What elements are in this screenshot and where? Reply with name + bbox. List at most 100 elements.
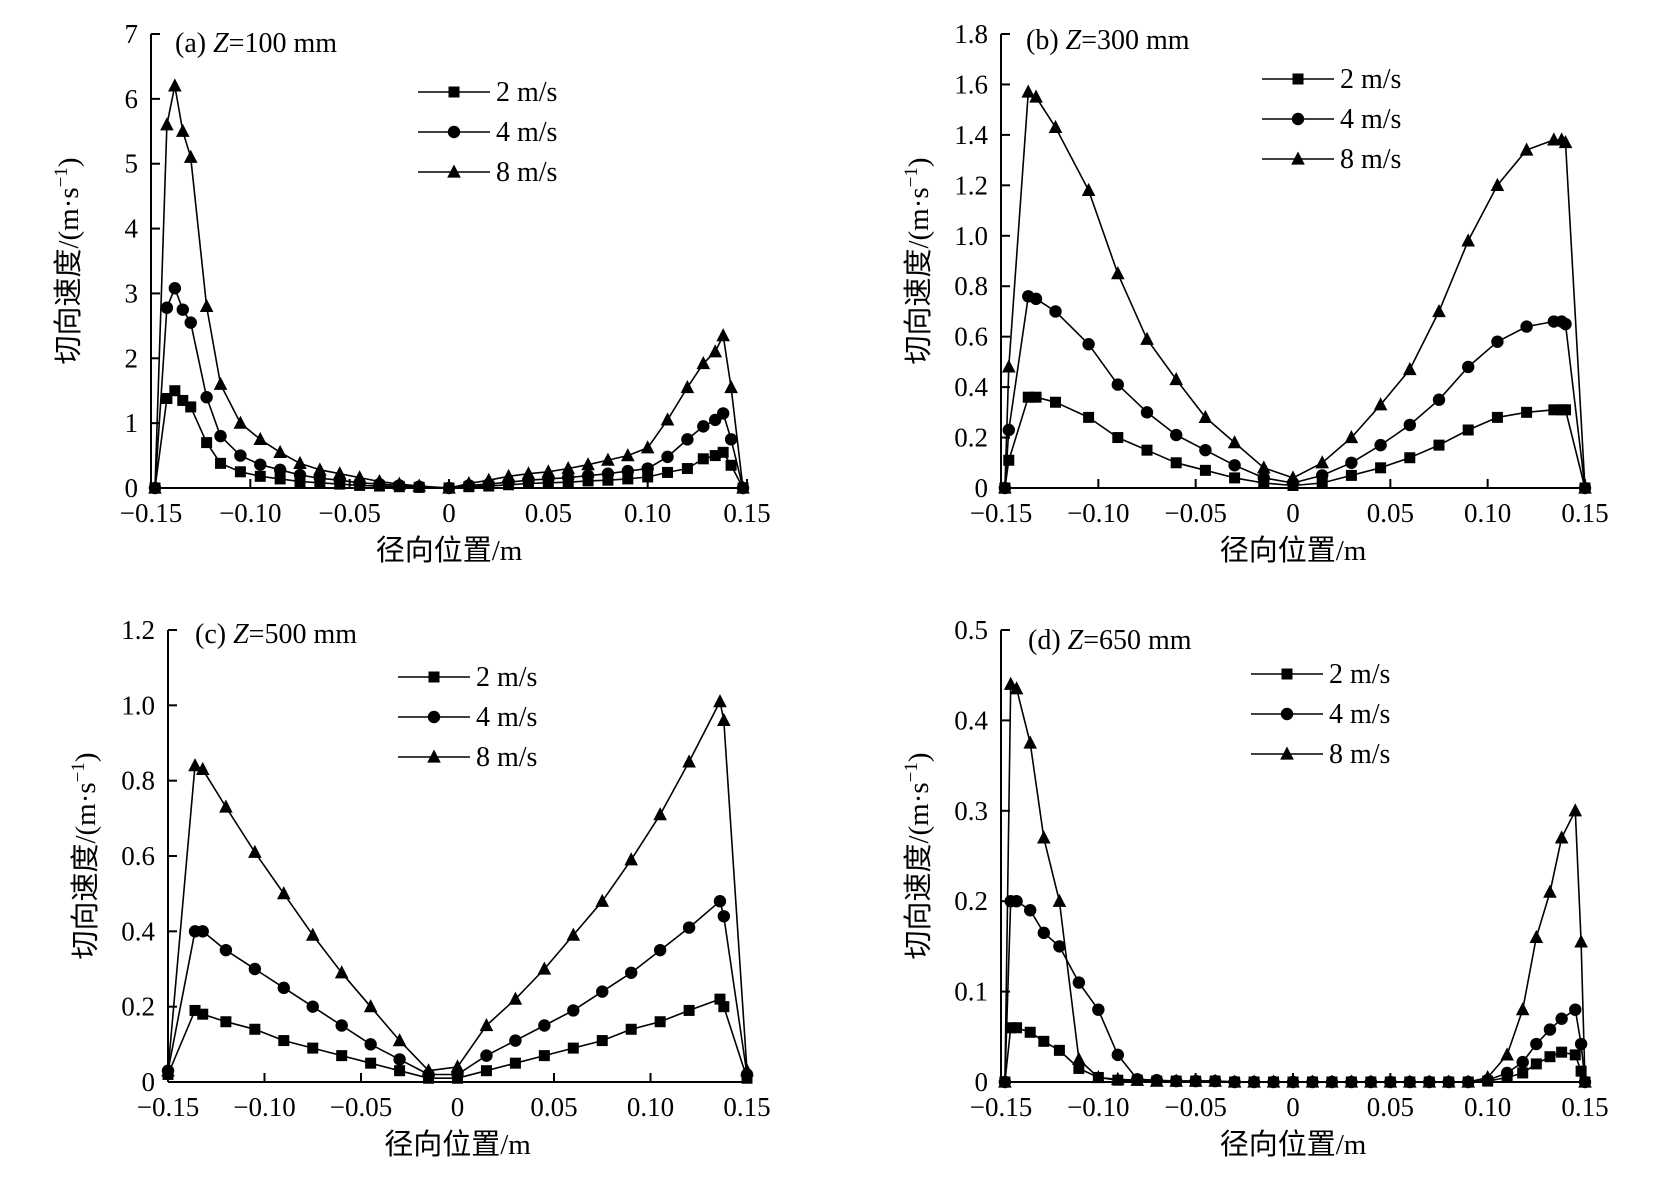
data-point — [1227, 435, 1242, 449]
data-point — [1037, 926, 1051, 940]
data-point — [196, 925, 209, 938]
data-point — [1149, 1073, 1164, 1087]
data-point — [1286, 1074, 1300, 1088]
data-point — [1208, 1073, 1222, 1087]
panel-title: (d) Z=650 mm — [1028, 625, 1192, 656]
data-point — [278, 1035, 290, 1047]
y-tick-label: 0 — [975, 1067, 989, 1097]
data-point — [1305, 1074, 1320, 1088]
data-point — [1112, 432, 1124, 444]
data-point — [1170, 457, 1182, 469]
series-triangle — [161, 694, 754, 1077]
data-point — [1500, 1066, 1514, 1080]
data-point — [521, 466, 536, 480]
x-tick-label: 0.15 — [723, 498, 770, 528]
data-point — [161, 1063, 175, 1077]
data-point — [1316, 469, 1329, 482]
data-point — [1404, 452, 1416, 464]
data-point — [509, 1057, 521, 1069]
legend-label: 8 m/s — [496, 157, 557, 188]
data-point — [1574, 934, 1588, 948]
data-point — [596, 1035, 608, 1047]
data-point — [176, 303, 189, 316]
data-point — [1002, 423, 1015, 437]
data-point — [1169, 1073, 1183, 1087]
y-tick-label: 0.6 — [121, 841, 155, 871]
chart-panel-2: 0 0.2 0.4 0.6 0.8 1.0 1.2 −0.15 −0.10 −0.05 0 0.05 0… — [68, 615, 771, 1161]
legend-label: 4 m/s — [476, 702, 537, 733]
data-point — [160, 301, 174, 314]
y-tick-label: 0.4 — [954, 372, 988, 402]
series-line — [167, 900, 748, 1076]
data-point — [160, 117, 174, 131]
data-point — [1141, 444, 1153, 456]
y-tick-label: 0 — [142, 1067, 156, 1097]
data-point — [1516, 1055, 1529, 1069]
data-point — [148, 480, 162, 494]
data-point — [624, 852, 638, 866]
data-point — [195, 761, 210, 775]
series-triangle — [998, 676, 1592, 1088]
legend-entry: 8 m/s — [1251, 739, 1390, 770]
data-point — [273, 463, 287, 477]
data-point — [713, 694, 727, 708]
data-point — [640, 440, 655, 454]
data-point — [1462, 360, 1475, 374]
data-point — [1111, 1071, 1125, 1085]
data-point — [654, 1016, 666, 1028]
x-tick-label: −0.10 — [219, 498, 281, 528]
data-point — [718, 1001, 730, 1013]
data-point — [696, 355, 711, 370]
series-line — [1004, 91, 1586, 489]
data-point — [184, 316, 197, 329]
y-axis-title: 切向速度/(m·s−1) — [901, 157, 935, 364]
data-point — [681, 433, 694, 446]
data-point — [306, 1000, 319, 1013]
legend-entry: 8 m/s — [1262, 144, 1401, 175]
y-tick-label: 1.2 — [954, 170, 988, 200]
data-point — [363, 999, 378, 1013]
data-point — [480, 1065, 492, 1077]
legend-marker — [1292, 73, 1304, 85]
data-point — [277, 886, 291, 900]
data-point — [713, 895, 727, 908]
data-point — [509, 1034, 522, 1047]
data-point — [1001, 359, 1016, 373]
series-square — [149, 385, 749, 494]
x-tick-label: 0.05 — [530, 1092, 577, 1122]
x-tick-label: 0.15 — [1561, 1092, 1608, 1122]
data-point — [412, 478, 426, 492]
data-point — [660, 412, 675, 426]
x-axis-title: 径向位置/m — [384, 1128, 531, 1161]
data-point — [1029, 89, 1043, 103]
data-point — [1578, 1074, 1592, 1088]
data-point — [1091, 1069, 1106, 1084]
data-point — [1558, 134, 1573, 149]
data-point — [1543, 1023, 1557, 1036]
data-point — [1462, 424, 1474, 436]
data-point — [1140, 331, 1154, 345]
data-point — [1383, 1074, 1398, 1088]
data-point — [1073, 1062, 1085, 1074]
x-tick-label: 0 — [1286, 1092, 1300, 1122]
x-tick-label: −0.15 — [137, 1092, 199, 1122]
data-point — [253, 431, 268, 445]
x-tick-label: 0 — [442, 498, 456, 528]
data-point — [1520, 320, 1533, 333]
legend-marker — [1280, 707, 1294, 721]
y-tick-label: 2 — [125, 343, 139, 373]
series-line — [1004, 295, 1586, 489]
data-point — [602, 474, 614, 486]
legend-marker — [447, 164, 461, 178]
data-point — [621, 448, 635, 462]
data-point — [1543, 884, 1557, 898]
data-point — [168, 78, 182, 92]
data-point — [1500, 1047, 1514, 1061]
data-point — [215, 457, 227, 469]
legend-label: 2 m/s — [496, 77, 557, 108]
data-point — [1083, 411, 1095, 423]
legend-entry: 8 m/s — [398, 742, 537, 773]
data-point — [716, 328, 730, 342]
data-point — [294, 476, 306, 488]
